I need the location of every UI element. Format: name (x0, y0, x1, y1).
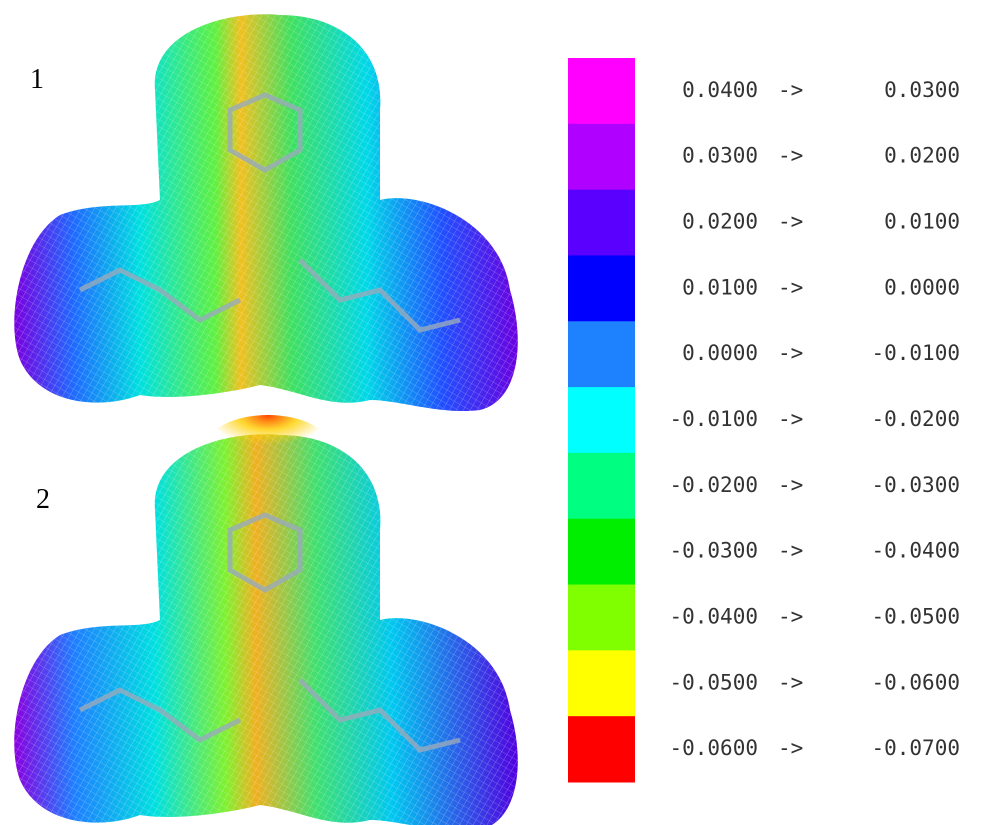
legend-arrow: -> (778, 736, 803, 760)
legend-from: -0.0600 (669, 736, 758, 760)
legend-to: 0.0200 (884, 144, 960, 168)
legend-swatch (568, 716, 635, 782)
legend-to: 0.0100 (884, 210, 960, 234)
legend-to: -0.0700 (871, 736, 960, 760)
legend-to: 0.0300 (884, 78, 960, 102)
legend-swatch (568, 387, 635, 453)
legend-arrow: -> (778, 78, 803, 102)
legend-to: -0.0500 (871, 604, 960, 628)
legend-arrow: -> (778, 670, 803, 694)
legend-from: -0.0400 (669, 604, 758, 628)
legend-swatch (568, 650, 635, 716)
legend-to: -0.0300 (871, 473, 960, 497)
legend-swatch (568, 519, 635, 585)
legend-arrow: -> (778, 210, 803, 234)
legend-to: -0.0100 (871, 341, 960, 365)
legend-swatch (568, 453, 635, 519)
legend-from: 0.0200 (682, 210, 758, 234)
figure: 1 2 0.0400 -> 0.0300 0.0300 -> 0.0200 0.0200 ->… (0, 0, 991, 825)
legend-from: -0.0300 (669, 539, 758, 563)
molecule-2 (14, 415, 517, 825)
legend-arrow: -> (778, 144, 803, 168)
panel-label: 2 (36, 484, 50, 515)
legend-from: 0.0000 (682, 341, 758, 365)
legend-swatch (568, 124, 635, 190)
legend-to: 0.0000 (884, 275, 960, 299)
legend-from: 0.0300 (682, 144, 758, 168)
legend: 0.0400 -> 0.0300 0.0300 -> 0.0200 0.0200 -> 0.01… (568, 58, 960, 783)
legend-swatch (568, 585, 635, 651)
legend-from: 0.0400 (682, 78, 758, 102)
legend-to: -0.0200 (871, 407, 960, 431)
legend-swatch (568, 58, 635, 124)
legend-swatch (568, 255, 635, 321)
legend-swatch (568, 190, 635, 256)
legend-arrow: -> (778, 275, 803, 299)
legend-from: -0.0100 (669, 407, 758, 431)
legend-to: -0.0600 (871, 670, 960, 694)
legend-swatch (568, 321, 635, 387)
legend-arrow: -> (778, 473, 803, 497)
legend-from: 0.0100 (682, 275, 758, 299)
legend-arrow: -> (778, 539, 803, 563)
legend-to: -0.0400 (871, 539, 960, 563)
legend-arrow: -> (778, 341, 803, 365)
legend-arrow: -> (778, 407, 803, 431)
legend-from: -0.0500 (669, 670, 758, 694)
molecule-1 (14, 14, 517, 411)
panel-label: 1 (30, 64, 44, 95)
legend-arrow: -> (778, 604, 803, 628)
legend-from: -0.0200 (669, 473, 758, 497)
